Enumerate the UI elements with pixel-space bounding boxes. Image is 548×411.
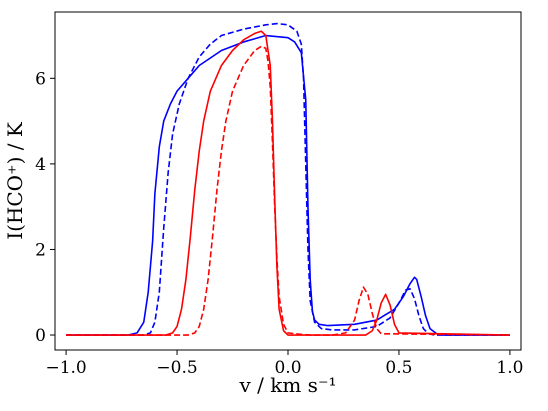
x-tick-label: 1.0 [496,358,523,378]
series-layer [66,22,510,336]
x-tick-label: 0.0 [274,358,301,378]
y-tick-label: 0 [35,326,46,346]
y-tick-label: 4 [35,155,46,175]
y-tick-label: 6 [35,69,46,89]
ticks-layer: −1.0 −0.5 0.0 0.5 1.0 0 2 4 6 [35,69,523,378]
series-line-2 [66,22,510,336]
series-line-4 [66,45,510,336]
plot-frame [54,11,522,351]
y-tick-label: 2 [35,240,46,260]
series-line-1 [66,34,510,336]
x-tick-label: −1.0 [45,358,86,378]
x-axis-label: v / km s⁻¹ [238,373,336,397]
x-tick-label: 0.5 [385,358,412,378]
series-line-3 [66,30,510,336]
x-tick-label: −0.5 [156,358,197,378]
y-axis-label: I(HCO⁺) / K [3,121,27,240]
